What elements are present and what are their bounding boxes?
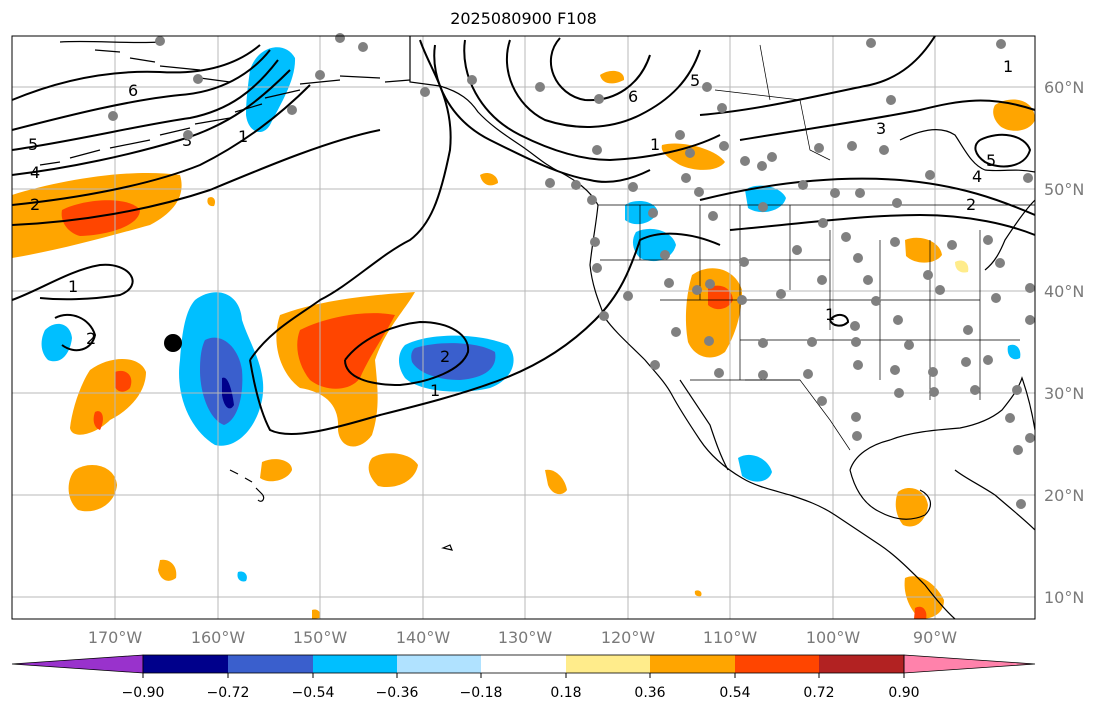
- colorbar-swatch: [566, 655, 650, 673]
- lat-label: 50°N: [1044, 180, 1084, 199]
- shade-strong-positive: [708, 285, 733, 310]
- shade-positive: [260, 459, 292, 482]
- colorbar-tick: 0.18: [550, 685, 581, 701]
- contour-label: 1: [1003, 57, 1013, 76]
- contour-label: 1: [825, 305, 835, 324]
- shade-negative-moderate: [411, 343, 496, 380]
- lon-label: 120°W: [601, 628, 656, 647]
- shade-negative: [745, 185, 786, 213]
- colorbar-tick: −0.54: [292, 685, 335, 701]
- longitude-labels: 170°W 160°W 150°W 140°W 130°W 120°W 110°…: [88, 628, 957, 647]
- colorbar-swatch: [481, 655, 566, 673]
- lon-label: 110°W: [703, 628, 758, 647]
- shade-positive: [480, 172, 498, 186]
- shade-negative: [1007, 344, 1021, 360]
- shade-positive: [545, 469, 567, 495]
- shade-positive: [312, 609, 321, 619]
- lat-label: 10°N: [1044, 588, 1084, 607]
- lon-label: 100°W: [806, 628, 861, 647]
- shade-weak-positive: [955, 260, 969, 273]
- colorbar-tick: 0.90: [888, 685, 919, 701]
- height-contours: [11, 35, 1036, 436]
- latitude-labels: 10°N 20°N 30°N 40°N 50°N 60°N: [1044, 78, 1084, 607]
- colorbar-tick: 0.54: [719, 685, 750, 701]
- contour-label: 2: [86, 329, 96, 348]
- shade-negative: [738, 454, 772, 482]
- colorbar-extend-high: [903, 654, 1036, 674]
- shade-strong-positive: [297, 313, 395, 389]
- contour-labels: 6 5 4 2 1 2 3 1 1 2 1 6 5 3 5 4 2 1 1: [28, 57, 1013, 400]
- colorbar-swatch: [397, 655, 481, 673]
- shade-negative: [237, 571, 247, 582]
- shade-positive: [904, 576, 944, 619]
- colorbar-swatch: [735, 655, 819, 673]
- colorbar-swatch: [228, 655, 313, 673]
- contour-label: 2: [30, 195, 40, 214]
- contour-label: 1: [238, 127, 248, 146]
- colorbar-tick: −0.18: [460, 685, 503, 701]
- position-marker: [164, 334, 182, 352]
- contour-label: 5: [28, 135, 38, 154]
- contour-label: 3: [876, 119, 886, 138]
- shade-positive: [694, 590, 702, 597]
- shade-positive: [368, 453, 418, 488]
- contour-label: 4: [30, 163, 40, 182]
- colorbar: −0.90 −0.72 −0.54 −0.36 −0.18 0.18 0.36 …: [11, 654, 1036, 701]
- colorbar-tick: 0.36: [634, 685, 665, 701]
- colorbar-tick: 0.72: [803, 685, 834, 701]
- shade-strong-positive: [114, 370, 132, 392]
- colorbar-swatch: [313, 655, 397, 673]
- lon-label: 160°W: [191, 628, 246, 647]
- graticule: [12, 36, 1035, 619]
- lon-label: 170°W: [88, 628, 143, 647]
- lon-label: 130°W: [498, 628, 553, 647]
- colorbar-extend-low: [11, 654, 144, 674]
- lat-label: 30°N: [1044, 384, 1084, 403]
- contour-label: 1: [650, 135, 660, 154]
- shade-positive: [158, 559, 177, 581]
- colorbar-swatch: [650, 655, 735, 673]
- contour-label: 1: [430, 381, 440, 400]
- contour-label: 1: [68, 277, 78, 296]
- contour-label: 2: [966, 195, 976, 214]
- lon-label: 90°W: [913, 628, 957, 647]
- colorbar-swatch: [143, 655, 228, 673]
- shade-positive: [207, 197, 216, 207]
- lon-label: 140°W: [396, 628, 451, 647]
- colorbar-swatch: [819, 655, 904, 673]
- shade-strong-positive: [93, 411, 103, 430]
- shade-strong-positive: [61, 200, 140, 236]
- lat-label: 20°N: [1044, 486, 1084, 505]
- lat-label: 60°N: [1044, 78, 1084, 97]
- colorbar-tick: −0.72: [207, 685, 250, 701]
- lon-label: 150°W: [293, 628, 348, 647]
- colorbar-tick: −0.90: [122, 685, 165, 701]
- contour-label: 5: [986, 151, 996, 170]
- shade-positive: [905, 237, 942, 263]
- shade-positive: [600, 70, 625, 84]
- contour-label: 2: [440, 347, 450, 366]
- station-markers: [108, 33, 1035, 509]
- borders: [598, 44, 1035, 451]
- lat-label: 40°N: [1044, 282, 1084, 301]
- map-background: [12, 36, 1035, 619]
- shade-strong-positive: [914, 606, 927, 619]
- shade-negative: [41, 323, 72, 362]
- colorbar-tick: −0.36: [376, 685, 419, 701]
- contour-label: 5: [690, 71, 700, 90]
- contour-label: 6: [128, 81, 138, 100]
- contour-label: 4: [972, 167, 982, 186]
- anomaly-shading: [12, 47, 1035, 619]
- shade-positive: [68, 465, 117, 512]
- map-title: 2025080900 F108: [450, 9, 597, 28]
- contour-label: 3: [182, 131, 192, 150]
- contour-label: 6: [628, 87, 638, 106]
- map-frame: [11, 35, 1036, 620]
- shade-negative: [625, 200, 658, 225]
